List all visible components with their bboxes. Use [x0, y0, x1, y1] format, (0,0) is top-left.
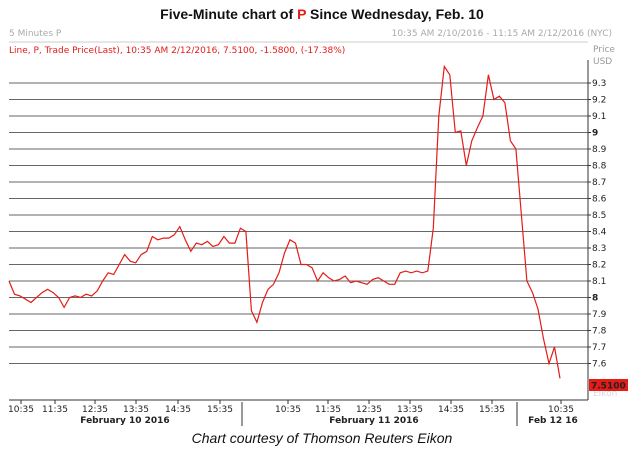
- x-tick-label: 10:35: [8, 405, 34, 415]
- last-price-badge: [589, 379, 628, 391]
- chart-caption: Chart courtesy of Thomson Reuters Eikon: [191, 430, 453, 446]
- y-tick-label: 8: [592, 294, 598, 304]
- eikon-watermark: Eikon: [593, 389, 617, 399]
- x-tick-label: 10:35: [275, 405, 301, 415]
- time-range: 10:35 AM 2/10/2016 - 11:15 AM 2/12/2016 …: [392, 29, 612, 39]
- y-tick-label: 9: [592, 129, 598, 139]
- series-tag: 5 Minutes P: [9, 29, 62, 39]
- y-tick-label: 7.6: [592, 360, 607, 370]
- x-date-label: February 11 2016: [329, 416, 418, 426]
- y-tick-label: 9.2: [592, 96, 606, 106]
- y-tick-label: 8.3: [592, 244, 606, 254]
- title-prefix: Five-Minute chart of: [160, 6, 298, 22]
- chart-title: Five-Minute chart of P Since Wednesday, …: [0, 6, 644, 22]
- x-date-label: Feb 12 16: [528, 416, 578, 426]
- x-tick-label: 12:35: [356, 405, 382, 415]
- x-date-label: February 10 2016: [80, 416, 169, 426]
- y-tick-label: 7.7: [592, 343, 606, 353]
- x-tick-label: 14:35: [165, 405, 191, 415]
- x-tick-label: 13:35: [123, 405, 149, 415]
- y-tick-label: 8.8: [592, 162, 607, 172]
- x-tick-label: 14:35: [438, 405, 464, 415]
- x-tick-label: 12:35: [82, 405, 108, 415]
- price-series-line: [8, 64, 561, 379]
- x-tick-label: 13:35: [397, 405, 423, 415]
- y-tick-label: 7.8: [592, 327, 607, 337]
- y-axis-ticks: 9.3 9.2 9.1 9 8.9 8.8 8.7 8.6 8.5 8.4 8.3 8.2 8.1 8 7.…: [588, 79, 607, 370]
- y-tick-label: 8.5: [592, 211, 606, 221]
- x-tick-label: 11:35: [315, 405, 341, 415]
- x-date-labels: February 10 2016 February 11 2016 Feb 12 1…: [80, 402, 578, 426]
- title-ticker: P: [297, 6, 307, 22]
- x-tick-label: 11:35: [42, 405, 68, 415]
- y-tick-label: 9.1: [592, 112, 606, 122]
- x-tick-label: 15:35: [207, 405, 233, 415]
- y-tick-label: 8.4: [592, 228, 607, 238]
- grid-lines: [9, 82, 588, 364]
- series-legend: Line, P, Trade Price(Last), 10:35 AM 2/1…: [9, 46, 345, 56]
- y-tick-label: 8.6: [592, 195, 607, 205]
- y-tick-label: 8.1: [592, 277, 606, 287]
- y-tick-label: 8.2: [592, 261, 606, 271]
- y-tick-label: 8.7: [592, 178, 606, 188]
- axis-unit-usd: USD: [593, 57, 612, 67]
- x-axis-ticks: 10:35 11:35 12:35 13:35 14:35 15:35 10:35 11:35…: [8, 400, 574, 415]
- axis-unit-price: Price: [593, 45, 615, 55]
- y-tick-label: 7.9: [592, 310, 607, 320]
- last-price-label: 7.5100: [591, 382, 626, 392]
- title-suffix: Since Wednesday, Feb. 10: [306, 6, 484, 22]
- price-chart: 5 Minutes P 10:35 AM 2/10/2016 - 11:15 A…: [8, 29, 628, 426]
- x-tick-label: 15:35: [479, 405, 505, 415]
- y-tick-label: 9.3: [592, 79, 606, 89]
- x-tick-label: 10:35: [548, 405, 574, 415]
- y-tick-label: 8.9: [592, 145, 607, 155]
